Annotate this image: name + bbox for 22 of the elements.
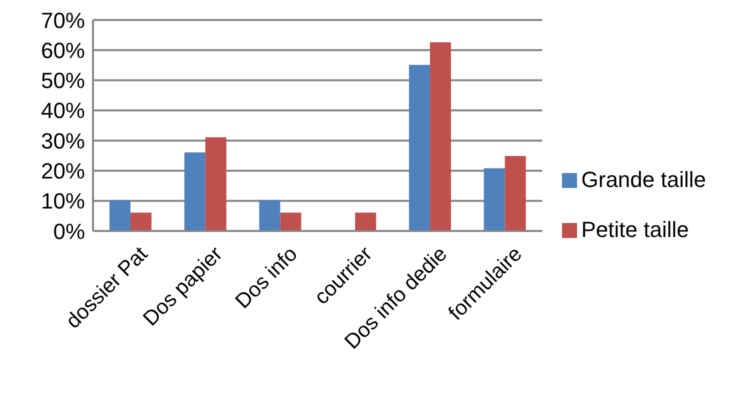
y-tick-label: 0%	[53, 218, 85, 244]
bar	[408, 64, 430, 231]
y-tick-label: 50%	[40, 68, 85, 94]
bar	[109, 200, 130, 231]
y-tick-label: 30%	[40, 128, 85, 154]
bar	[504, 156, 526, 231]
bar	[280, 212, 302, 231]
y-tick-label: 10%	[40, 188, 85, 214]
bar	[484, 168, 505, 231]
bar	[130, 212, 152, 231]
x-tick-label: Dos info	[231, 242, 302, 314]
bar	[205, 137, 226, 231]
y-tick-label: 60%	[40, 38, 85, 63]
bar	[430, 42, 451, 231]
bar	[184, 152, 206, 231]
y-tick-label: 70%	[40, 8, 85, 33]
bar	[259, 200, 280, 231]
legend-label: Petite taille	[581, 216, 689, 242]
legend-label: Grande taille	[581, 166, 706, 192]
y-tick-label: 40%	[40, 98, 85, 124]
bar	[355, 212, 376, 231]
y-tick-label: 20%	[40, 158, 85, 184]
